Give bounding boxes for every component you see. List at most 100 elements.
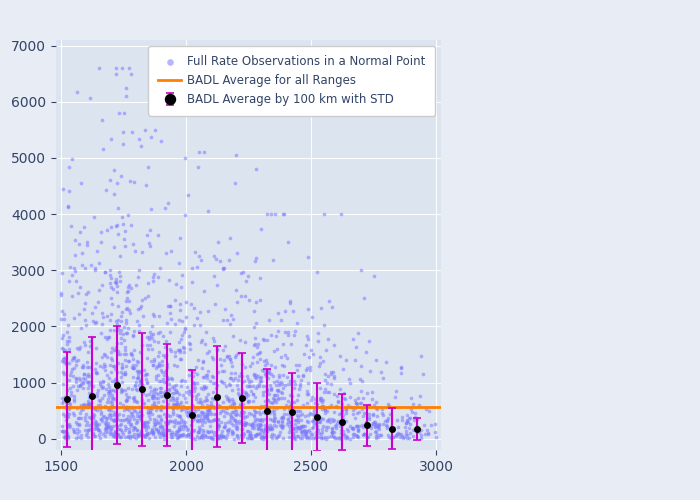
Full Rate Observations in a Normal Point — [80, 410, 92, 418]
Full Rate Observations in a Normal Point — [266, 432, 277, 440]
Full Rate Observations in a Normal Point — [171, 388, 182, 396]
Full Rate Observations in a Normal Point — [195, 415, 206, 423]
Full Rate Observations in a Normal Point — [288, 331, 300, 339]
Full Rate Observations in a Normal Point — [183, 425, 194, 433]
Full Rate Observations in a Normal Point — [155, 384, 166, 392]
Full Rate Observations in a Normal Point — [256, 432, 267, 440]
Full Rate Observations in a Normal Point — [93, 259, 104, 267]
Full Rate Observations in a Normal Point — [197, 372, 209, 380]
Full Rate Observations in a Normal Point — [355, 362, 366, 370]
Full Rate Observations in a Normal Point — [193, 423, 204, 431]
Full Rate Observations in a Normal Point — [150, 420, 161, 428]
Full Rate Observations in a Normal Point — [373, 420, 384, 428]
Full Rate Observations in a Normal Point — [154, 412, 165, 420]
Full Rate Observations in a Normal Point — [212, 400, 223, 408]
Full Rate Observations in a Normal Point — [171, 434, 182, 442]
Full Rate Observations in a Normal Point — [244, 382, 256, 390]
Full Rate Observations in a Normal Point — [90, 418, 101, 426]
Full Rate Observations in a Normal Point — [62, 412, 73, 420]
Full Rate Observations in a Normal Point — [146, 334, 158, 342]
Full Rate Observations in a Normal Point — [289, 424, 300, 432]
Full Rate Observations in a Normal Point — [397, 434, 408, 442]
Full Rate Observations in a Normal Point — [395, 362, 407, 370]
Full Rate Observations in a Normal Point — [66, 364, 78, 372]
Full Rate Observations in a Normal Point — [322, 388, 333, 396]
Full Rate Observations in a Normal Point — [138, 419, 149, 427]
Full Rate Observations in a Normal Point — [86, 420, 97, 428]
Full Rate Observations in a Normal Point — [288, 398, 300, 406]
Full Rate Observations in a Normal Point — [163, 380, 174, 388]
Full Rate Observations in a Normal Point — [82, 418, 93, 426]
Full Rate Observations in a Normal Point — [198, 398, 209, 406]
Full Rate Observations in a Normal Point — [178, 402, 189, 410]
Full Rate Observations in a Normal Point — [159, 387, 170, 395]
Full Rate Observations in a Normal Point — [253, 424, 265, 432]
Full Rate Observations in a Normal Point — [88, 432, 99, 440]
Full Rate Observations in a Normal Point — [125, 434, 136, 442]
Full Rate Observations in a Normal Point — [258, 388, 269, 396]
Full Rate Observations in a Normal Point — [200, 383, 211, 391]
Full Rate Observations in a Normal Point — [228, 421, 239, 429]
Full Rate Observations in a Normal Point — [329, 341, 340, 349]
Full Rate Observations in a Normal Point — [347, 426, 358, 434]
Full Rate Observations in a Normal Point — [89, 432, 100, 440]
Full Rate Observations in a Normal Point — [220, 434, 232, 442]
Full Rate Observations in a Normal Point — [119, 370, 130, 378]
Full Rate Observations in a Normal Point — [357, 421, 368, 429]
Full Rate Observations in a Normal Point — [101, 384, 112, 392]
Full Rate Observations in a Normal Point — [302, 410, 314, 418]
Full Rate Observations in a Normal Point — [268, 396, 279, 404]
Full Rate Observations in a Normal Point — [352, 425, 363, 433]
Full Rate Observations in a Normal Point — [279, 362, 290, 370]
Full Rate Observations in a Normal Point — [166, 430, 177, 438]
Full Rate Observations in a Normal Point — [186, 402, 197, 409]
Full Rate Observations in a Normal Point — [267, 256, 279, 264]
Full Rate Observations in a Normal Point — [235, 269, 246, 277]
Full Rate Observations in a Normal Point — [144, 240, 155, 248]
Full Rate Observations in a Normal Point — [247, 397, 258, 405]
Full Rate Observations in a Normal Point — [158, 378, 169, 386]
Full Rate Observations in a Normal Point — [107, 422, 118, 430]
Full Rate Observations in a Normal Point — [324, 418, 335, 426]
Full Rate Observations in a Normal Point — [110, 316, 121, 324]
Full Rate Observations in a Normal Point — [295, 424, 306, 432]
Full Rate Observations in a Normal Point — [205, 433, 216, 441]
Full Rate Observations in a Normal Point — [176, 376, 188, 384]
Full Rate Observations in a Normal Point — [60, 433, 71, 441]
Full Rate Observations in a Normal Point — [314, 418, 326, 426]
Full Rate Observations in a Normal Point — [174, 426, 185, 434]
Full Rate Observations in a Normal Point — [183, 388, 195, 396]
Full Rate Observations in a Normal Point — [144, 242, 155, 250]
Full Rate Observations in a Normal Point — [80, 264, 91, 272]
Full Rate Observations in a Normal Point — [218, 423, 229, 431]
Full Rate Observations in a Normal Point — [187, 434, 198, 442]
Full Rate Observations in a Normal Point — [339, 394, 350, 402]
Full Rate Observations in a Normal Point — [104, 413, 116, 421]
Full Rate Observations in a Normal Point — [183, 339, 194, 347]
Full Rate Observations in a Normal Point — [82, 288, 93, 296]
Full Rate Observations in a Normal Point — [266, 370, 277, 378]
Full Rate Observations in a Normal Point — [197, 358, 209, 366]
Full Rate Observations in a Normal Point — [166, 388, 177, 396]
Full Rate Observations in a Normal Point — [182, 412, 193, 420]
Full Rate Observations in a Normal Point — [318, 388, 330, 396]
Full Rate Observations in a Normal Point — [174, 431, 186, 439]
Full Rate Observations in a Normal Point — [155, 422, 166, 430]
Full Rate Observations in a Normal Point — [150, 375, 162, 383]
Full Rate Observations in a Normal Point — [194, 424, 205, 432]
Full Rate Observations in a Normal Point — [206, 394, 218, 402]
Full Rate Observations in a Normal Point — [213, 416, 224, 424]
Full Rate Observations in a Normal Point — [122, 418, 134, 426]
Full Rate Observations in a Normal Point — [287, 432, 298, 440]
Full Rate Observations in a Normal Point — [132, 373, 143, 381]
Full Rate Observations in a Normal Point — [200, 370, 211, 378]
Full Rate Observations in a Normal Point — [190, 248, 201, 256]
Full Rate Observations in a Normal Point — [156, 361, 167, 369]
Full Rate Observations in a Normal Point — [385, 410, 396, 418]
Full Rate Observations in a Normal Point — [176, 418, 187, 426]
Full Rate Observations in a Normal Point — [276, 423, 288, 431]
Full Rate Observations in a Normal Point — [222, 395, 233, 403]
Full Rate Observations in a Normal Point — [141, 354, 153, 362]
Full Rate Observations in a Normal Point — [292, 408, 303, 416]
Full Rate Observations in a Normal Point — [146, 206, 157, 214]
